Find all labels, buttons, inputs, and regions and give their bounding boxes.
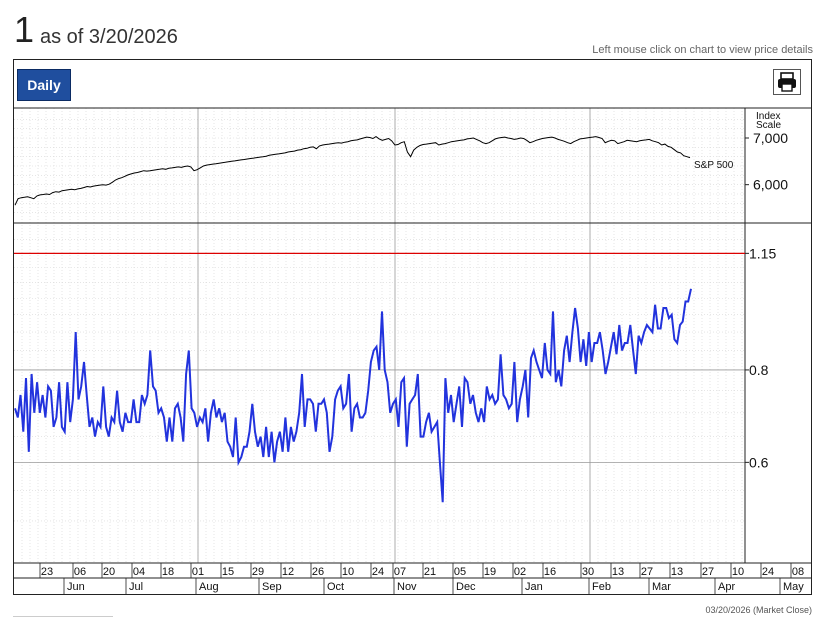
month-label: Apr — [718, 581, 735, 593]
sp500-series-label: S&P 500 — [694, 160, 734, 171]
month-label: Jun — [67, 581, 85, 593]
ratio-tick-label: 1.15 — [749, 245, 776, 261]
x-axis-ticks: 23 06 20 04 18 01 15 29 12 26 10 24 07 21 05 19 02 16 30 13… — [39, 563, 804, 578]
month-label: Oct — [327, 581, 344, 593]
ratio-panel-grid — [14, 108, 745, 563]
month-label: Jan — [525, 581, 543, 593]
month-label: Sep — [262, 581, 282, 593]
as-of-date: as of 3/20/2026 — [40, 26, 178, 48]
x-tick-label: 16 — [544, 566, 556, 578]
x-tick-label: 20 — [103, 566, 115, 578]
x-tick-label: 04 — [133, 566, 145, 578]
x-tick-label: 05 — [454, 566, 466, 578]
x-tick-label: 08 — [792, 566, 804, 578]
x-tick-label: 01 — [192, 566, 204, 578]
ratio-tick-label: 0.8 — [749, 362, 769, 378]
x-tick-label: 26 — [312, 566, 324, 578]
month-label: Jul — [129, 581, 143, 593]
printer-icon — [778, 72, 796, 92]
x-tick-label: 23 — [41, 566, 53, 578]
x-tick-label: 27 — [702, 566, 714, 578]
index-panel-grid — [14, 119, 745, 213]
chart-frame[interactable] — [13, 59, 812, 595]
index-tick-label: 7,000 — [753, 130, 788, 146]
chart-hint: Left mouse click on chart to view price … — [592, 44, 813, 56]
month-label: May — [783, 581, 804, 593]
index-tick-label: 6,000 — [753, 177, 788, 193]
x-tick-label: 06 — [74, 566, 86, 578]
ratio-ticks: 0.6 0.8 1.15 — [745, 245, 776, 470]
x-tick-label: 24 — [762, 566, 774, 578]
daily-button[interactable]: Daily — [17, 69, 71, 101]
x-tick-label: 18 — [162, 566, 174, 578]
x-tick-label: 12 — [282, 566, 294, 578]
x-tick-label: 27 — [641, 566, 653, 578]
index-ticks: 6,000 7,000 — [745, 130, 788, 193]
month-label: Aug — [199, 581, 219, 593]
x-tick-label: 07 — [394, 566, 406, 578]
x-tick-label: 19 — [484, 566, 496, 578]
x-tick-label: 29 — [252, 566, 264, 578]
x-tick-label: 24 — [372, 566, 384, 578]
x-tick-label: 10 — [732, 566, 744, 578]
x-tick-label: 13 — [612, 566, 624, 578]
x-tick-label: 15 — [222, 566, 234, 578]
ratio-value: 1 — [14, 9, 35, 50]
index-scale-title-1: Index — [756, 111, 780, 122]
ratio-line — [14, 288, 692, 503]
month-label: Dec — [456, 581, 476, 593]
ratio-tick-label: 0.6 — [749, 454, 769, 470]
footer-divider — [13, 616, 113, 617]
market-close-note: 03/20/2026 (Market Close) — [705, 605, 812, 615]
print-button[interactable] — [773, 69, 801, 95]
x-tick-label: 21 — [424, 566, 436, 578]
sp500-line — [14, 136, 691, 206]
x-tick-label: 30 — [582, 566, 594, 578]
month-axis-ticks: Jun Jul Aug Sep Oct Nov Dec Jan Feb Mar Apr May — [63, 578, 804, 594]
x-tick-label: 02 — [514, 566, 526, 578]
x-tick-label: 10 — [342, 566, 354, 578]
month-label: Nov — [397, 581, 417, 593]
month-label: Mar — [652, 581, 671, 593]
x-tick-label: 13 — [671, 566, 683, 578]
month-label: Feb — [592, 581, 611, 593]
index-scale-title-2: Scale — [756, 120, 781, 131]
